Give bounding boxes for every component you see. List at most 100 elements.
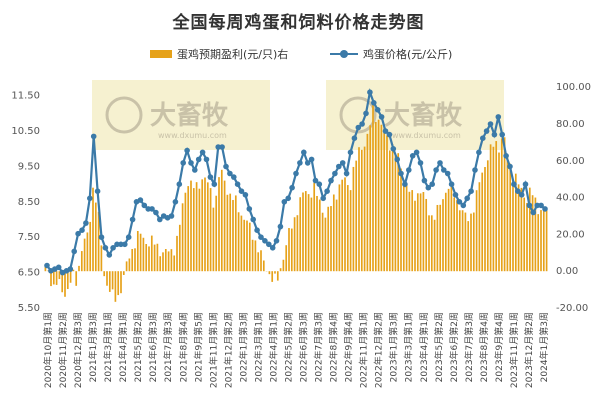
egg-price-point bbox=[207, 174, 214, 180]
egg-price-point bbox=[394, 156, 401, 163]
profit-bar bbox=[64, 271, 66, 297]
profit-bar bbox=[475, 190, 478, 272]
egg-price-point bbox=[153, 209, 159, 216]
egg-price-point bbox=[234, 181, 241, 187]
profit-bar bbox=[288, 228, 290, 272]
egg-price-point bbox=[336, 163, 342, 170]
legend-label-price: 鸡蛋价格(元/公斤) bbox=[363, 48, 453, 61]
profit-bar bbox=[388, 150, 391, 272]
profit-bar bbox=[383, 126, 386, 272]
profit-bar bbox=[369, 125, 372, 272]
profit-bar bbox=[260, 250, 262, 272]
egg-price-point bbox=[211, 181, 218, 187]
egg-price-point bbox=[102, 245, 109, 251]
egg-price-point bbox=[347, 149, 354, 156]
profit-bar bbox=[139, 233, 142, 272]
profit-bar bbox=[310, 197, 313, 272]
egg-price-point bbox=[238, 188, 245, 194]
profit-bar bbox=[89, 221, 92, 272]
profit-bar bbox=[509, 163, 512, 272]
egg-price-point bbox=[367, 89, 373, 95]
x-tick-label: 2021年12月第2周 bbox=[222, 312, 234, 388]
egg-price-point bbox=[402, 181, 408, 187]
egg-price-point bbox=[518, 192, 525, 198]
profit-bar bbox=[229, 193, 232, 272]
egg-price-point bbox=[460, 202, 467, 209]
profit-bar bbox=[321, 212, 324, 272]
profit-bar bbox=[212, 207, 215, 272]
right-tick-label: 0.00 bbox=[556, 266, 578, 277]
egg-price-point bbox=[297, 160, 303, 166]
x-tick-label: 2021年11月第1周 bbox=[207, 312, 219, 388]
egg-price-point bbox=[511, 181, 517, 187]
egg-price-point bbox=[250, 216, 256, 223]
profit-bar bbox=[192, 188, 195, 272]
egg-price-point bbox=[390, 146, 397, 152]
egg-price-point bbox=[515, 188, 521, 194]
egg-price-point bbox=[180, 160, 186, 166]
profit-bar bbox=[279, 268, 282, 272]
right-tick-label: -20.00 bbox=[556, 303, 588, 314]
watermark-box-left bbox=[92, 80, 270, 150]
profit-bar bbox=[204, 177, 206, 272]
watermark-text: 大畜牧 bbox=[384, 100, 463, 131]
profit-bar bbox=[198, 188, 201, 272]
profit-bar bbox=[358, 147, 360, 272]
egg-price-point bbox=[409, 153, 416, 159]
x-tick-label: 2021年6月第3周 bbox=[147, 312, 159, 382]
profit-bar bbox=[178, 224, 181, 272]
profit-bar bbox=[234, 195, 237, 272]
profit-bar bbox=[274, 271, 276, 274]
egg-price-point bbox=[262, 238, 268, 244]
profit-bar bbox=[349, 190, 352, 272]
profit-bar bbox=[442, 199, 444, 272]
x-tick-label: 2021年4月第1周 bbox=[117, 312, 129, 382]
x-tick-label: 2022年9月第4周 bbox=[343, 312, 355, 382]
x-tick-label: 2021年3月第1周 bbox=[102, 312, 114, 382]
egg-price-point bbox=[254, 227, 260, 233]
profit-bar bbox=[243, 219, 246, 272]
right-tick-label: 40.00 bbox=[556, 193, 585, 204]
egg-price-point bbox=[468, 188, 474, 194]
profit-bar bbox=[215, 195, 218, 272]
right-tick-label: 60.00 bbox=[556, 156, 585, 167]
x-tick-label: 2022年8月第4周 bbox=[328, 312, 340, 382]
egg-price-point bbox=[285, 195, 292, 202]
profit-bar bbox=[156, 243, 159, 272]
profit-bar bbox=[69, 271, 72, 283]
profit-bar bbox=[534, 197, 537, 272]
egg-price-point bbox=[157, 216, 163, 223]
profit-bar bbox=[187, 186, 190, 272]
egg-price-point bbox=[343, 170, 350, 177]
profit-bar bbox=[106, 271, 108, 286]
egg-price-point bbox=[90, 133, 97, 140]
egg-price-point bbox=[44, 262, 50, 269]
profit-bar bbox=[344, 177, 346, 272]
profit-bar bbox=[481, 172, 484, 272]
profit-bar bbox=[66, 271, 69, 290]
profit-bar bbox=[195, 182, 198, 272]
egg-price-point bbox=[67, 266, 74, 272]
profit-bar bbox=[299, 197, 302, 272]
egg-price-point bbox=[176, 181, 183, 187]
profit-bar bbox=[293, 217, 296, 272]
profit-bar bbox=[478, 182, 481, 272]
watermark-logo-icon bbox=[105, 96, 143, 134]
profit-bar bbox=[439, 204, 442, 272]
egg-price-point bbox=[242, 192, 249, 198]
profit-bar bbox=[262, 260, 265, 272]
profit-bar bbox=[136, 230, 139, 272]
profit-bar bbox=[271, 271, 274, 282]
profit-bar bbox=[184, 192, 187, 272]
profit-bar bbox=[372, 104, 374, 272]
watermark-text: 大畜牧 bbox=[150, 100, 229, 131]
watermark-logo-icon bbox=[339, 96, 377, 134]
profit-bar bbox=[122, 271, 125, 275]
profit-bar bbox=[220, 169, 223, 272]
profit-bar bbox=[346, 185, 349, 272]
profit-bar bbox=[296, 215, 299, 272]
x-tick-label: 2023年4月第1周 bbox=[418, 312, 430, 382]
right-tick-label: 20.00 bbox=[556, 229, 585, 240]
profit-bar bbox=[430, 215, 433, 272]
profit-bar bbox=[52, 271, 55, 285]
